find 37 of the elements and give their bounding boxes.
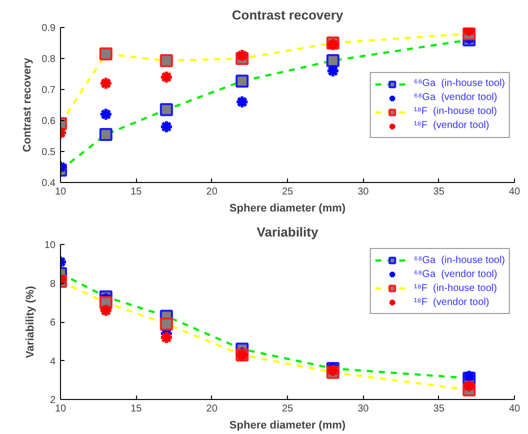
y-tick-label: 10 [44,240,56,251]
y-tick-label: 0.7 [42,85,56,96]
y-tick-label: 0.9 [42,23,56,34]
y-tick-label: 4 [50,356,56,368]
y-axis-title: Contrast recovery [22,57,34,152]
x-tick-label: 30 [358,404,370,414]
x-tick-label: 20 [206,186,218,198]
x-tick-label: 40 [508,186,520,198]
legend-label: ⁶⁸Ga (in-house tool) [414,254,505,267]
x-axis-title: Sphere diameter (mm) [229,202,346,214]
legend-label: ¹⁸F (in-house tool) [414,105,497,118]
x-tick-label: 25 [282,404,294,414]
x-tick-label: 35 [433,404,445,414]
x-tick-label: 20 [206,404,218,414]
legend-label: ⁶⁸Ga (vendor tool) [414,91,498,104]
y-tick-label: 6 [50,318,56,328]
y-tick-label: 0.5 [42,147,56,158]
legend-label: ¹⁸F (vendor tool) [414,119,490,132]
y-tick-label: 0.6 [42,116,56,127]
legend-label: ¹⁸F (vendor tool) [414,296,490,309]
x-tick-label: 15 [130,186,142,198]
y-tick-label: 0.8 [42,54,56,65]
legend-label: ¹⁸F (in-house tool) [414,282,497,295]
chart-title: Contrast recovery [232,8,344,22]
y-tick-label: 0.4 [42,178,56,189]
x-axis-title: Sphere diameter (mm) [229,420,346,432]
y-tick-label: 8 [50,278,56,290]
legend-label: ⁶⁸Ga (vendor tool) [414,268,498,281]
y-tick-label: 2 [50,395,56,406]
x-tick-label: 25 [282,186,294,198]
x-tick-label: 35 [433,186,445,198]
legend-label: ⁶⁸Ga (in-house tool) [414,77,505,90]
y-axis-title: Variability (%) [24,286,36,358]
x-tick-label: 15 [130,404,142,414]
chart-title: Variability [256,224,319,240]
x-tick-label: 30 [358,186,370,198]
x-tick-label: 40 [508,404,520,414]
